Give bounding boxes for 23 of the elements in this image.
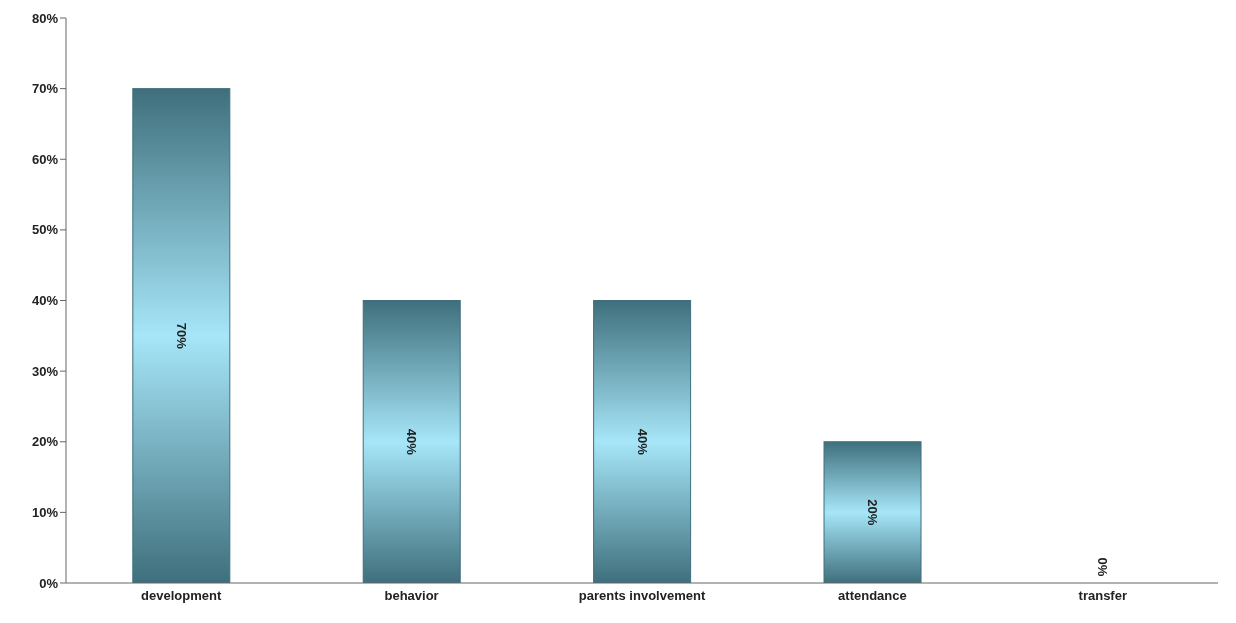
bar (823, 441, 922, 583)
x-tick-label: behavior (384, 588, 439, 604)
y-tick-label: 30% (31, 363, 59, 379)
x-tick-label: transfer (1078, 588, 1128, 604)
data-label: 40% (404, 428, 420, 456)
x-tick-label: development (141, 588, 222, 604)
y-tick-label: 0% (39, 575, 59, 591)
x-tick-label: attendance (838, 588, 907, 604)
data-label: 70% (173, 322, 189, 350)
y-tick-label: 50% (31, 222, 59, 238)
bar (593, 300, 692, 583)
bar (362, 300, 461, 583)
bar (132, 88, 231, 583)
y-tick-label: 60% (31, 151, 59, 167)
data-label: 40% (634, 428, 650, 456)
y-tick-label: 40% (31, 293, 59, 309)
y-tick-label: 70% (31, 81, 59, 97)
y-tick-label: 20% (31, 434, 59, 450)
data-label: 0% (1095, 557, 1111, 577)
y-tick-label: 80% (31, 10, 59, 26)
x-tick-label: parents involvement (578, 588, 706, 604)
data-label: 20% (865, 499, 881, 526)
y-tick-label: 10% (31, 504, 59, 520)
